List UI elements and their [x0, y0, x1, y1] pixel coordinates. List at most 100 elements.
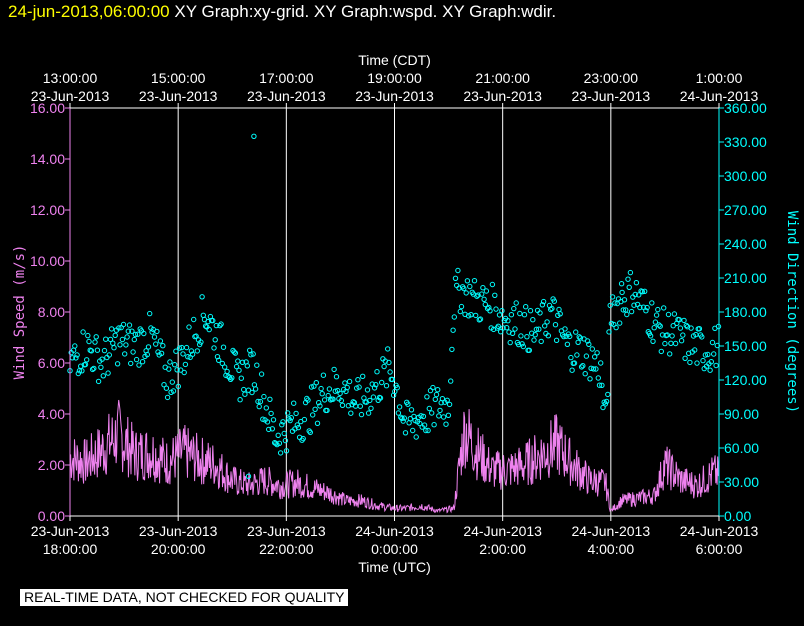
wind-direction-point [216, 357, 222, 363]
wind-direction-point [430, 384, 436, 391]
wind-direction-point [344, 384, 350, 391]
wind-direction-point [357, 403, 363, 409]
top-tick-date: 23-Jun-2013 [463, 88, 542, 104]
top-tick-time: 15:00:00 [151, 70, 206, 86]
wind-direction-point [175, 383, 182, 390]
wind-direction-point [457, 308, 463, 315]
wind-direction-point [224, 368, 230, 375]
wind-direction-point [613, 324, 619, 331]
wind-direction-point [308, 384, 315, 390]
timestamp: 24-jun-2013,06:00:00 [8, 2, 170, 21]
wind-direction-point [206, 326, 212, 333]
wind-direction-point [301, 416, 308, 423]
wind-direction-point [644, 304, 650, 311]
wind-direction-point [116, 325, 122, 331]
wind-direction-point [239, 359, 246, 365]
wind-direction-point [174, 367, 180, 373]
wind-direction-point [379, 379, 385, 386]
wind-direction-point [250, 351, 256, 357]
wind-direction-point [266, 426, 272, 433]
wind-direction-point [392, 388, 398, 395]
wind-direction-point [596, 382, 603, 388]
wind-direction-point [166, 366, 172, 372]
wind-direction-point [526, 347, 532, 353]
wind-direction-point [91, 365, 97, 372]
wind-direction-point [283, 448, 290, 454]
wind-direction-point [238, 375, 245, 381]
wind-direction-point [125, 328, 132, 334]
wind-direction-point [93, 334, 99, 340]
wind-direction-point [443, 421, 449, 427]
wind-direction-point [101, 347, 108, 354]
wind-direction-point [564, 341, 571, 347]
wind-direction-point [236, 367, 242, 373]
wind-direction-point [439, 396, 446, 402]
wind-direction-point [268, 410, 274, 417]
wind-direction-point [126, 322, 133, 328]
wind-direction-point [562, 326, 568, 332]
wind-direction-point [182, 361, 189, 368]
wind-direction-point [521, 312, 528, 318]
wind-direction-point [637, 304, 643, 311]
wind-direction-point [185, 354, 191, 360]
wind-direction-point [599, 382, 605, 388]
wind-direction-point [263, 405, 269, 411]
wind-direction-point [455, 267, 461, 274]
wind-direction-point [593, 366, 599, 372]
wind-direction-point [713, 362, 719, 369]
wind-direction-point [219, 360, 226, 367]
wind-direction-point [358, 411, 365, 418]
wind-direction-point [129, 328, 135, 334]
wind-direction-point [662, 340, 668, 347]
wind-direction-point [524, 334, 530, 340]
wind-direction-point [123, 342, 129, 348]
wind-direction-point [252, 386, 259, 392]
wind-direction-point [213, 322, 220, 329]
wind-direction-point [458, 303, 465, 310]
wind-direction-point [410, 427, 416, 434]
wind-direction-point [595, 375, 601, 381]
wind-direction-point [587, 376, 593, 382]
wind-direction-point [449, 346, 455, 353]
top-tick-time: 1:00:00 [696, 70, 743, 86]
top-tick-time: 21:00:00 [475, 70, 530, 86]
bottom-tick-date: 24-Jun-2013 [355, 523, 434, 539]
wind-direction-point [500, 325, 506, 331]
wind-direction-point [680, 332, 686, 338]
wind-direction-point [483, 288, 490, 294]
wind-direction-point [131, 336, 138, 343]
right-tick-label: 30.00 [724, 474, 759, 490]
right-tick-label: 360.00 [724, 100, 767, 116]
wind-direction-point [318, 385, 324, 392]
wind-direction-point [84, 357, 90, 363]
wind-direction-point [479, 291, 485, 297]
wind-direction-point [688, 325, 694, 331]
wind-direction-point [176, 345, 183, 351]
wind-direction-point [399, 415, 405, 422]
wind-direction-point [345, 403, 352, 409]
wind-direction-point [157, 338, 164, 344]
wind-direction-point [553, 337, 560, 343]
wind-direction-point [276, 440, 283, 446]
wind-direction-point [139, 359, 146, 365]
wind-direction-point [355, 377, 361, 383]
wind-direction-point [324, 407, 330, 414]
wind-direction-point [377, 395, 384, 401]
wind-direction-point [520, 343, 526, 350]
wind-direction-point [105, 370, 111, 376]
wind-direction-point [557, 311, 563, 317]
wind-direction-point [707, 367, 713, 373]
bottom-tick-date: 24-Jun-2013 [572, 523, 651, 539]
wind-direction-point [571, 360, 578, 366]
wind-direction-point [317, 403, 323, 409]
wind-direction-point [518, 333, 524, 339]
wind-direction-point [426, 405, 432, 412]
wind-direction-point [194, 348, 201, 354]
wind-direction-point [498, 329, 504, 335]
wind-direction-point [133, 356, 140, 363]
wind-direction-point [261, 393, 267, 400]
wind-direction-point [119, 336, 126, 343]
wind-direction-point [333, 374, 340, 380]
wind-direction-point [282, 437, 289, 444]
